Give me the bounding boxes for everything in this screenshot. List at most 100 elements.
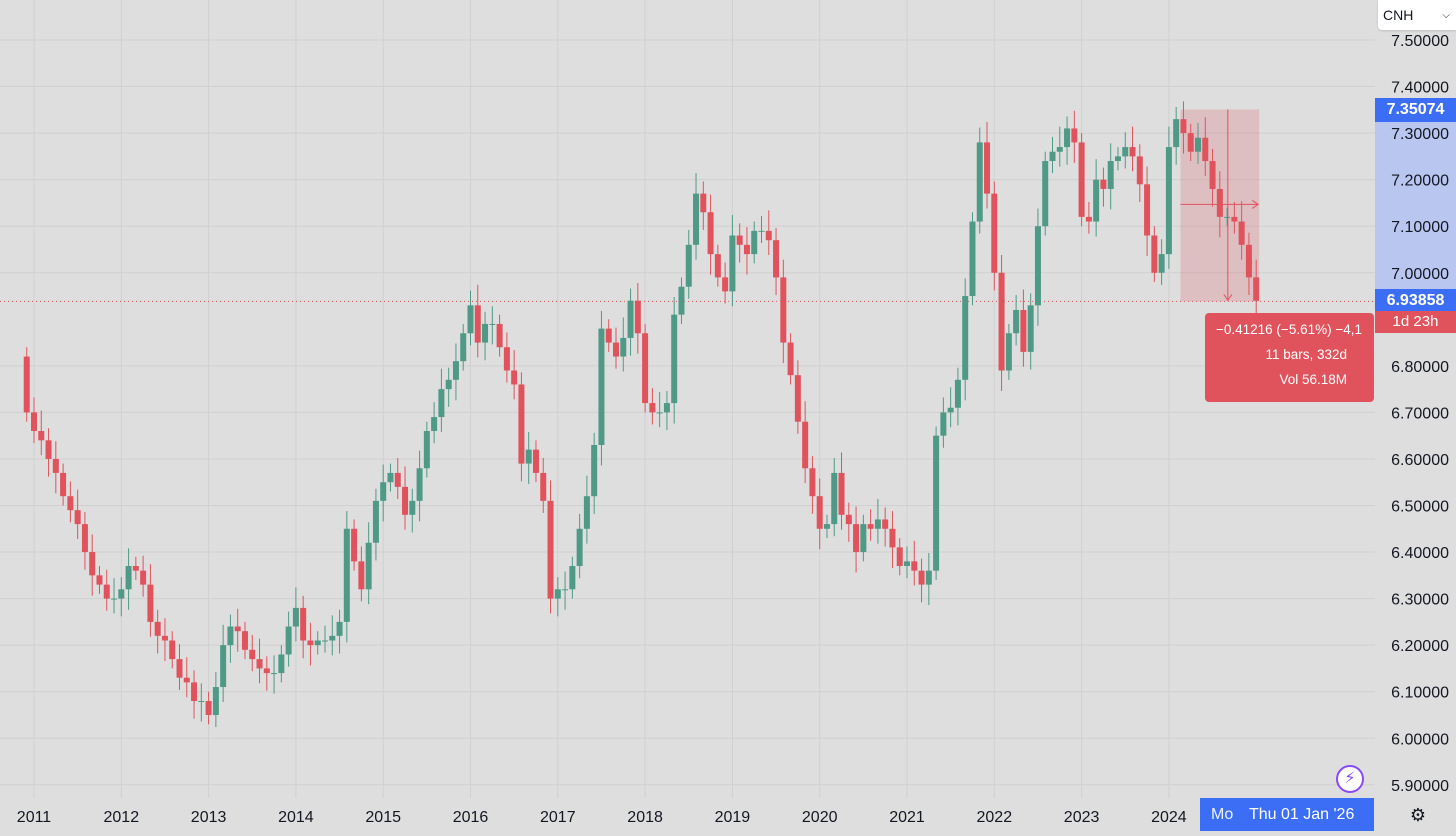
candle — [511, 350, 518, 400]
candle-body — [409, 500, 416, 515]
candle — [780, 259, 787, 364]
lightning-alert-icon[interactable]: ⚡ — [1336, 765, 1364, 793]
candle-body — [74, 510, 81, 525]
candle-body — [605, 328, 612, 343]
candle — [234, 608, 241, 652]
x-tick-label: 2019 — [715, 809, 751, 826]
candle — [700, 181, 707, 230]
candle — [372, 488, 379, 561]
x-tick-label: 2013 — [191, 809, 227, 826]
candle — [220, 624, 227, 702]
candle — [1064, 116, 1071, 165]
candle-body — [591, 444, 598, 497]
candle-body — [1158, 254, 1165, 273]
candle-body — [307, 640, 314, 646]
candle-body — [1071, 128, 1078, 143]
candle — [132, 556, 139, 580]
candle-body — [118, 589, 125, 599]
candle — [853, 506, 860, 573]
candle-body — [438, 389, 445, 418]
candle-body — [860, 524, 867, 553]
candle-body — [714, 254, 721, 278]
candle — [613, 327, 619, 369]
candle — [933, 426, 940, 580]
candle — [918, 558, 925, 603]
candle-body — [1224, 216, 1231, 218]
candle — [322, 625, 328, 653]
candle-body — [1231, 216, 1238, 222]
candle-body — [925, 570, 932, 585]
candle-body — [969, 221, 976, 297]
candle — [1187, 123, 1194, 162]
y-tick-label: 7.30000 — [1391, 126, 1449, 143]
candle-body — [794, 375, 801, 422]
candle — [845, 502, 852, 542]
candle-body — [60, 472, 67, 497]
candle — [307, 622, 314, 666]
measure-volume: Vol 56.18M — [1279, 372, 1347, 387]
candle-body — [598, 328, 605, 445]
candle-body — [132, 566, 139, 571]
candle-body — [671, 314, 678, 404]
candle — [452, 343, 459, 401]
candle-body — [263, 668, 270, 674]
gear-icon[interactable]: ⚙ — [1409, 805, 1427, 825]
candle — [438, 368, 445, 432]
candle-body — [372, 500, 379, 543]
candle — [394, 458, 401, 499]
candle-body — [1136, 156, 1143, 185]
candle — [991, 181, 998, 291]
candle-body — [81, 524, 88, 553]
candle-body — [161, 635, 168, 641]
candle — [140, 555, 147, 597]
candle-body — [256, 659, 263, 669]
candle-body — [278, 654, 285, 674]
candle-body — [38, 431, 45, 441]
candle — [583, 475, 590, 544]
candle — [31, 397, 37, 444]
candle — [969, 212, 976, 306]
candle — [380, 464, 387, 522]
candle-body — [511, 370, 518, 385]
candle — [1195, 122, 1201, 164]
candle — [81, 512, 88, 570]
candle-body — [707, 212, 714, 255]
candle-body — [1151, 235, 1158, 273]
candle — [554, 577, 561, 617]
candle — [1224, 207, 1231, 227]
y-tick-label: 7.10000 — [1391, 219, 1449, 236]
candle — [1100, 167, 1107, 207]
candle-body — [1027, 305, 1034, 352]
x-tick-label: 2012 — [104, 809, 140, 826]
candle — [96, 566, 103, 594]
candle-body — [1013, 309, 1020, 334]
candle — [103, 569, 110, 611]
candle-body — [1085, 216, 1092, 222]
candle-body — [1100, 179, 1107, 189]
candle-body — [52, 458, 59, 473]
symbol-selector[interactable]: CNH ⌵ — [1378, 0, 1456, 30]
candle-body — [663, 403, 670, 413]
candle — [896, 538, 903, 576]
candle-body — [89, 552, 96, 576]
last-price-badge: 6.93858 — [1375, 289, 1456, 313]
candle — [154, 609, 161, 654]
candle — [1209, 148, 1216, 207]
candle — [707, 194, 714, 275]
candle — [1151, 226, 1158, 283]
candle — [1144, 166, 1151, 256]
candle-body — [722, 277, 729, 292]
candle — [52, 441, 59, 494]
candle-body — [1209, 161, 1216, 189]
measure-tooltip: −0.41216 (−5.61%) −4,1 11 bars, 332d Vol… — [1205, 313, 1374, 402]
candle — [489, 306, 496, 345]
candle — [758, 215, 765, 243]
candle-body — [743, 244, 750, 255]
candle — [649, 388, 656, 425]
candle-body — [1005, 333, 1012, 371]
candle — [292, 587, 299, 642]
candle — [1173, 107, 1180, 165]
candle-body — [758, 230, 765, 232]
